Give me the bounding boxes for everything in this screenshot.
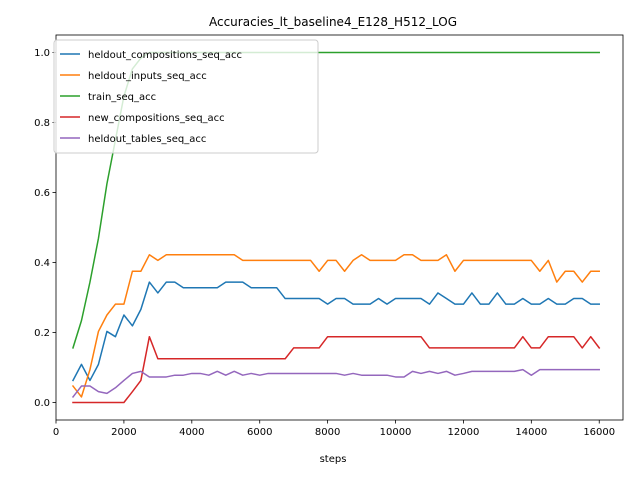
series-line-heldout-tables-seq-acc bbox=[71, 368, 600, 398]
legend-label-heldout-compositions-seq-acc: heldout_compositions_seq_acc bbox=[88, 50, 242, 61]
series-line-heldout-inputs-seq-acc bbox=[71, 254, 600, 398]
legend-label-new-compositions-seq-acc: new_compositions_seq_acc bbox=[88, 113, 225, 124]
x-tick-label: 4000 bbox=[179, 427, 204, 438]
y-tick-label: 0.0 bbox=[34, 398, 50, 409]
x-tick-label: 8000 bbox=[315, 427, 340, 438]
y-tick-label: 0.2 bbox=[34, 328, 50, 339]
x-tick-label: 2000 bbox=[111, 427, 136, 438]
x-axis-label: steps bbox=[320, 454, 347, 465]
legend-label-heldout-inputs-seq-acc: heldout_inputs_seq_acc bbox=[88, 71, 207, 82]
chart-title: Accuracies_lt_baseline4_E128_H512_LOG bbox=[209, 15, 457, 29]
legend: heldout_compositions_seq_acc heldout_inpu… bbox=[53, 39, 319, 154]
x-tick-label: 16000 bbox=[583, 427, 615, 438]
x-tick-label: 6000 bbox=[247, 427, 272, 438]
y-tick-label: 0.6 bbox=[34, 188, 50, 199]
legend-label-train-seq-acc: train_seq_acc bbox=[88, 92, 156, 103]
y-tick-label: 0.4 bbox=[34, 258, 50, 269]
x-axis-ticks: 0 2000 4000 6000 8000 10000 12000 14000 16000 bbox=[53, 420, 615, 438]
y-tick-label: 1.0 bbox=[34, 48, 50, 59]
x-tick-label: 14000 bbox=[515, 427, 547, 438]
series-line-heldout-compositions-seq-acc bbox=[71, 281, 600, 382]
x-tick-label: 12000 bbox=[448, 427, 480, 438]
y-tick-label: 0.8 bbox=[34, 118, 50, 129]
x-tick-label: 10000 bbox=[380, 427, 412, 438]
plot-frame bbox=[55, 34, 624, 421]
x-tick-label: 0 bbox=[53, 427, 59, 438]
legend-box bbox=[53, 39, 319, 154]
series-line-new-compositions-seq-acc bbox=[72, 335, 601, 404]
legend-label-heldout-tables-seq-acc: heldout_tables_seq_acc bbox=[88, 134, 206, 145]
